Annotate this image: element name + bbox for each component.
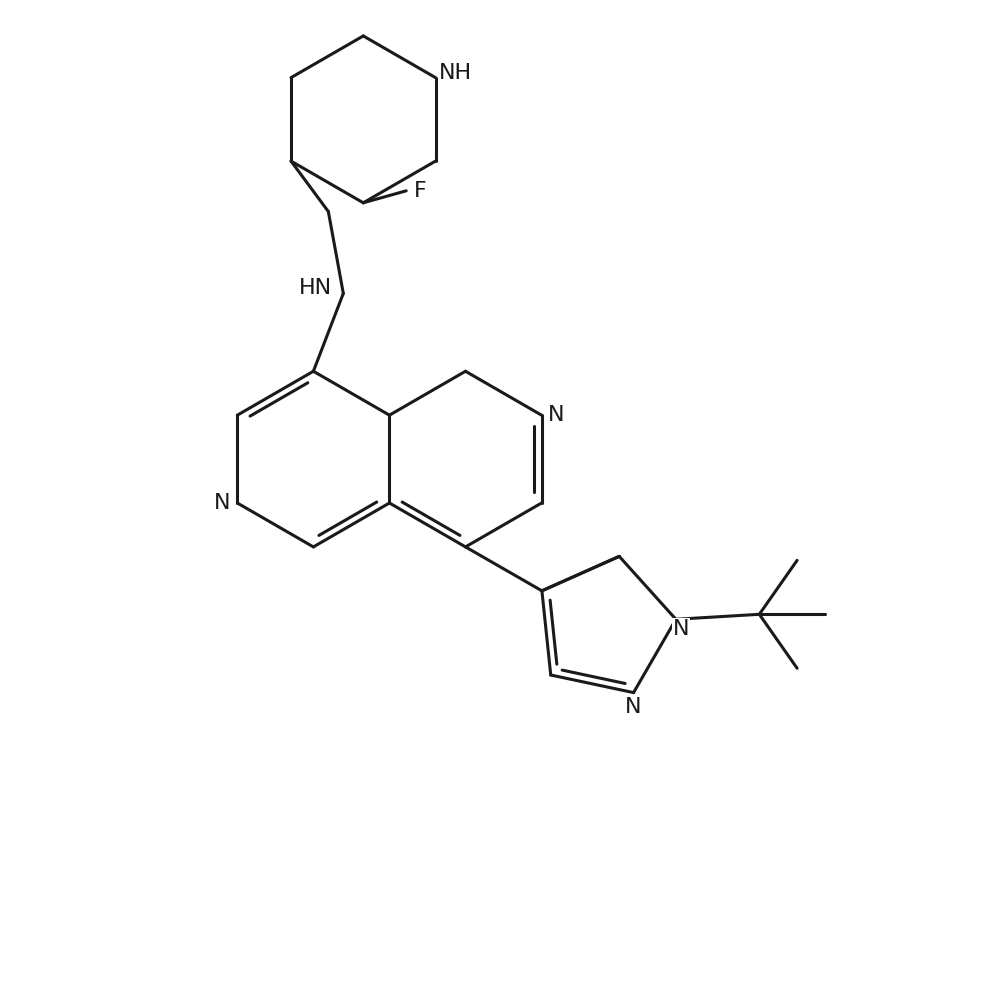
Text: N: N [673,620,689,640]
Text: NH: NH [439,63,472,83]
Text: F: F [413,181,427,201]
Text: N: N [548,405,564,425]
Text: N: N [626,697,642,717]
Text: HN: HN [299,278,332,298]
Text: N: N [214,493,230,513]
